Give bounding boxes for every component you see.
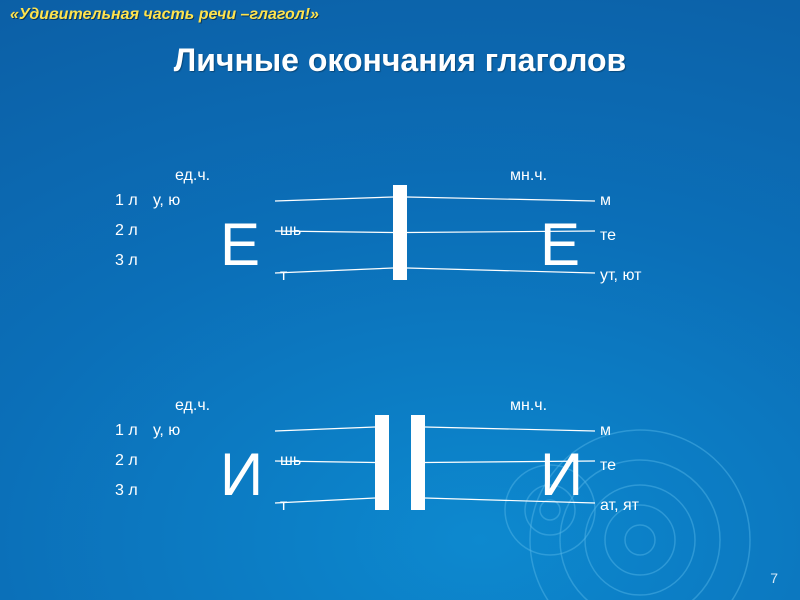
sing-ending: у, ю xyxy=(153,422,180,439)
person-label: 1 л xyxy=(115,192,138,209)
sing-ending: т xyxy=(280,267,288,284)
singular-heading: ед.ч. xyxy=(175,167,210,184)
sing-ending: шь xyxy=(280,452,301,469)
page-number: 7 xyxy=(770,570,778,586)
header-quote: «Удивительная часть речи –глагол!» xyxy=(10,6,319,24)
person-label: 2 л xyxy=(115,452,138,469)
conjugation-panel-I: ед.ч. мн.ч. 1 л 2 л 3 л Е Еу, ю шь т м те ут, ют xyxy=(90,150,710,320)
fan-line-left xyxy=(275,197,393,201)
main-title: Личные окончания глаголов xyxy=(0,42,800,79)
plural-heading: мн.ч. xyxy=(510,167,547,184)
fan-line-right xyxy=(425,427,595,431)
person-label: 3 л xyxy=(115,252,138,269)
big-letter-right: И xyxy=(540,441,583,508)
sing-ending: шь xyxy=(280,222,301,239)
conjugation-panel-II: ед.ч. мн.ч. 1 л 2 л 3 л И Иу, ю шь т м те ат, ят xyxy=(90,380,710,550)
roman-bar xyxy=(411,415,425,510)
plural-heading: мн.ч. xyxy=(510,397,547,414)
conjugation-diagram: ед.ч. мн.ч. 1 л 2 л 3 л И Иу, ю шь т м те ат, ят xyxy=(90,380,710,550)
fan-line-left xyxy=(275,498,375,503)
plur-ending: ат, ят xyxy=(600,497,640,514)
plur-ending: м xyxy=(600,422,611,439)
fan-line-left xyxy=(275,268,393,273)
plur-ending: ут, ют xyxy=(600,267,642,284)
person-label: 3 л xyxy=(115,482,138,499)
big-letter-left: И xyxy=(220,441,263,508)
roman-bar xyxy=(375,415,389,510)
sing-ending: т xyxy=(280,497,288,514)
fan-line-right xyxy=(407,197,595,201)
plur-ending: те xyxy=(600,457,616,474)
big-letter-right: Е xyxy=(540,211,580,278)
person-label: 1 л xyxy=(115,422,138,439)
conjugation-diagram: ед.ч. мн.ч. 1 л 2 л 3 л Е Еу, ю шь т м те ут, ют xyxy=(90,150,710,320)
sing-ending: у, ю xyxy=(153,192,180,209)
fan-line-left xyxy=(275,427,375,431)
plur-ending: м xyxy=(600,192,611,209)
slide-root: «Удивительная часть речи –глагол!» Личны… xyxy=(0,0,800,600)
plur-ending: те xyxy=(600,227,616,244)
person-label: 2 л xyxy=(115,222,138,239)
big-letter-left: Е xyxy=(220,211,260,278)
roman-bar xyxy=(393,185,407,280)
singular-heading: ед.ч. xyxy=(175,397,210,414)
